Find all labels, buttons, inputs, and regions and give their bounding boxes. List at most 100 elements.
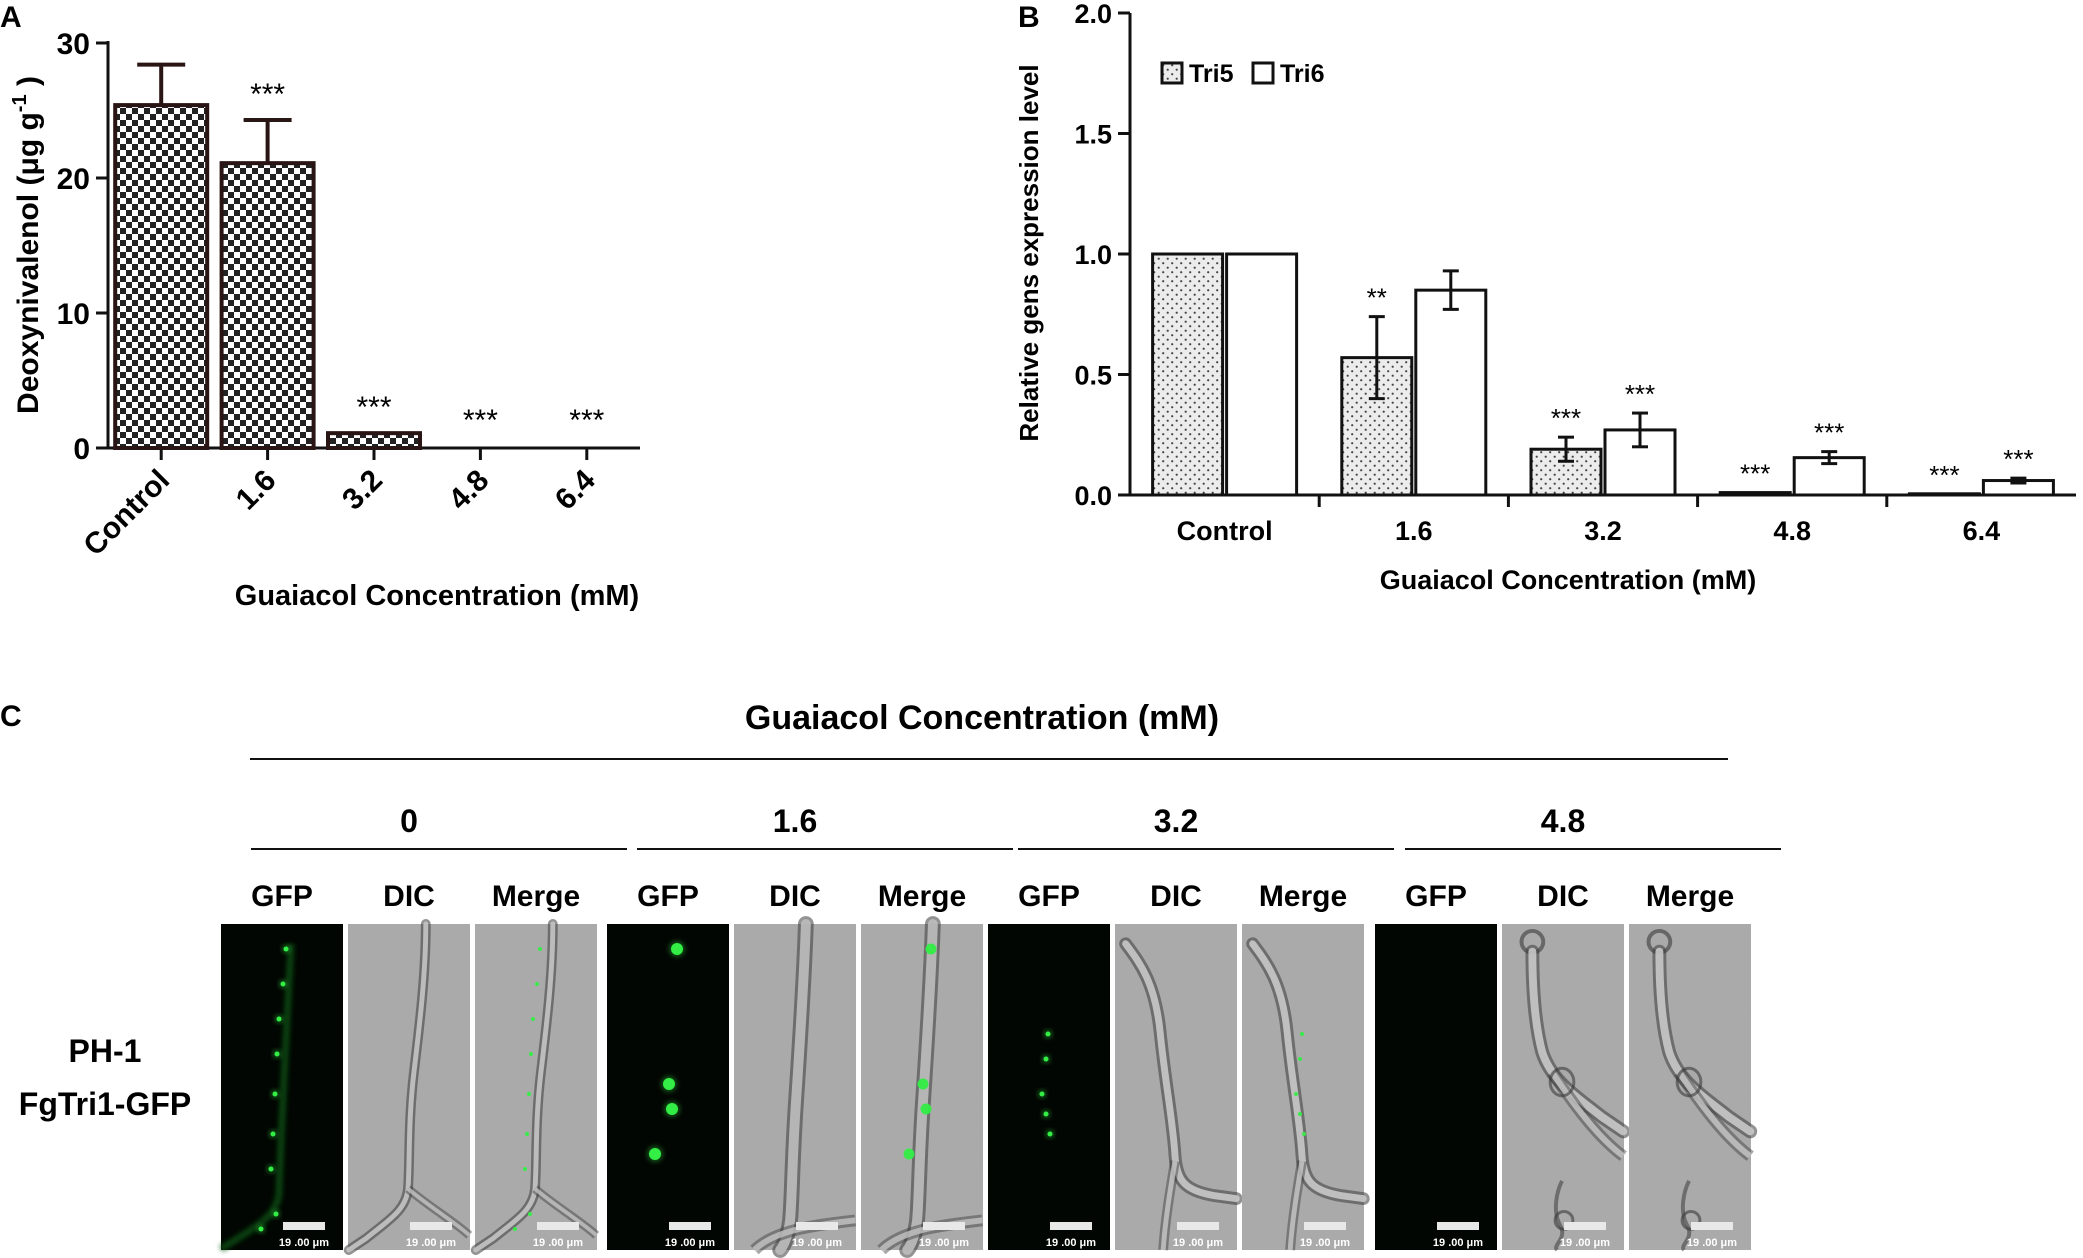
scale-bar (537, 1222, 579, 1230)
merge-gfp-spot (531, 1017, 535, 1021)
chart-b: 0.0 0.5 1.0 1.5 2.0 Control ** 1.6 *** *** 3.2 *** *… (1014, 0, 2076, 595)
image-tile-dic: 19 .00 μm (1502, 924, 1624, 1250)
scale-bar-text: 19 .00 μm (279, 1237, 329, 1249)
chart-a-significance: *** (463, 404, 498, 437)
microscopy-grid: 0 GFP 19 .00 μm DIC 19 .00 μm Merge 19 .00 μm 1… (219, 803, 1781, 1252)
scale-bar-text: 19 .00 μm (1173, 1237, 1223, 1249)
panel-b-label: B (1018, 1, 1040, 34)
chart-b-bar-tri6 (1225, 252, 1299, 497)
gfp-spot (276, 1016, 282, 1022)
gfp-spot (270, 1131, 276, 1137)
chart-b-x-label: Guaiacol Concentration (mM) (1380, 565, 1757, 595)
scale-bar-text: 19 .00 μm (665, 1237, 715, 1249)
gfp-spot (671, 943, 683, 955)
chart-a-x-tick-label: 3.2 (336, 464, 389, 517)
chart-b-x-tick-label: 4.8 (1773, 516, 1811, 546)
panel-a-label: A (0, 1, 22, 34)
gfp-spot (663, 1078, 675, 1090)
concentration-label: 0 (400, 803, 418, 839)
image-tile-gfp: 19 .00 μm (988, 924, 1110, 1250)
merge-gfp-spot (535, 982, 539, 986)
gfp-spot (274, 1051, 280, 1057)
gfp-spot (272, 1091, 278, 1097)
chart-b-bar-tri6 (1414, 288, 1488, 497)
scale-bar-text: 19 .00 μm (1433, 1237, 1483, 1249)
chart-b-legend-swatch-tri5 (1160, 61, 1184, 85)
merge-gfp-spot (920, 1103, 932, 1115)
chart-a-significance: *** (356, 391, 391, 424)
image-tile-merge: 19 .00 μm (1242, 924, 1364, 1250)
merge-gfp-spot (1302, 1132, 1306, 1136)
gfp-spot (268, 1166, 274, 1172)
merge-gfp-spot (529, 1052, 533, 1056)
merge-gfp-spot (903, 1148, 915, 1160)
chart-b-significance: *** (1929, 460, 1959, 490)
image-tile-gfp: 19 .00 μm (219, 924, 343, 1252)
merge-gfp-spot (925, 943, 937, 955)
gfp-background (1375, 924, 1497, 1250)
gfp-spot (273, 1211, 279, 1217)
scale-bar (923, 1222, 965, 1230)
chart-b-y-tick-label: 2.0 (1074, 0, 1112, 29)
gfp-background (988, 924, 1110, 1250)
merge-gfp-spot (525, 1132, 529, 1136)
chart-b-bar-tri5 (1718, 491, 1792, 497)
chart-b-legend-swatch-tri6 (1251, 61, 1275, 85)
chart-a-x-tick-label: 4.8 (443, 464, 496, 517)
chart-a-significance: *** (569, 404, 604, 437)
channel-label-dic: DIC (769, 880, 821, 913)
concentration-label: 4.8 (1541, 803, 1585, 839)
gfp-hypha-glow (219, 943, 295, 1252)
chart-b-significance: *** (1625, 379, 1655, 409)
chart-a-y-tick-label: 20 (57, 163, 90, 196)
gfp-spot (1039, 1091, 1045, 1097)
chart-a-y-label: Deoxynivalenol (μg g-1 ) (9, 76, 45, 414)
gfp-spot (649, 1148, 661, 1160)
chart-b-bar-tri5 (1907, 492, 1981, 497)
image-tile-dic: 19 .00 μm (348, 924, 470, 1250)
chart-b-legend-label-tri5: Tri5 (1189, 60, 1234, 88)
row-label-construct: FgTri1-GFP (19, 1086, 191, 1122)
channel-label-merge: Merge (492, 880, 580, 913)
merge-gfp-spot (528, 1212, 532, 1216)
image-tile-merge: 19 .00 μm (861, 924, 983, 1250)
chart-a-y-tick-label: 0 (73, 433, 90, 466)
chart-b-significance: *** (1551, 403, 1581, 433)
scale-bar-text: 19 .00 μm (1560, 1237, 1610, 1249)
image-tile-gfp: 19 .00 μm (607, 924, 729, 1250)
scale-bar (1177, 1222, 1219, 1230)
chart-b-significance: ** (1367, 283, 1387, 313)
chart-b-x-tick-label: 1.6 (1395, 516, 1433, 546)
image-tile-gfp: 19 .00 μm (1375, 924, 1497, 1250)
chart-b-significance: *** (2003, 444, 2033, 474)
scale-bar (1691, 1222, 1733, 1230)
merge-gfp-spot (538, 947, 542, 951)
gfp-spot (1043, 1056, 1049, 1062)
chart-a-bar (219, 161, 316, 450)
chart-a-y-tick-label: 30 (57, 28, 90, 61)
merge-gfp-spot (523, 1167, 527, 1171)
image-tile-dic: 19 .00 μm (1115, 924, 1237, 1250)
channel-label-gfp: GFP (1018, 880, 1080, 913)
scale-bar-text: 19 .00 μm (792, 1237, 842, 1249)
chart-a-y-label-main: Deoxynivalenol (μg g (12, 112, 45, 414)
panel-c-label: C (0, 700, 22, 733)
scale-bar (796, 1222, 838, 1230)
chart-b-significance: *** (1814, 418, 1844, 448)
scale-bar (1050, 1222, 1092, 1230)
merge-gfp-spot (917, 1078, 929, 1090)
concentration-label: 3.2 (1154, 803, 1198, 839)
gfp-spot (258, 1226, 264, 1232)
row-label-strain: PH-1 (69, 1033, 142, 1069)
merge-gfp-spot (513, 1227, 517, 1231)
merge-gfp-spot (1300, 1032, 1304, 1036)
chart-a-y-tick-label: 10 (57, 298, 90, 331)
chart-a-bar (326, 431, 422, 450)
scale-bar (1304, 1222, 1346, 1230)
image-tile-merge: 19 .00 μm (1629, 924, 1751, 1250)
channel-label-merge: Merge (878, 880, 966, 913)
channel-label-gfp: GFP (1405, 880, 1467, 913)
channel-label-dic: DIC (1150, 880, 1202, 913)
scale-bar (410, 1222, 452, 1230)
